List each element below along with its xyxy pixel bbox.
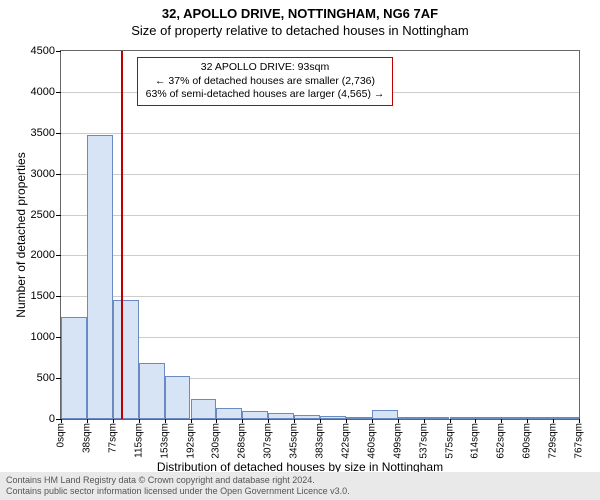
x-tick-label: 690sqm — [522, 423, 533, 459]
footer-line-1: Contains HM Land Registry data © Crown c… — [6, 475, 594, 486]
x-tick-label: 345sqm — [289, 423, 300, 459]
gridline — [61, 174, 579, 175]
footer-line-2: Contains public sector information licen… — [6, 486, 594, 497]
histogram-bar — [424, 417, 450, 419]
y-tick-label: 1500 — [31, 290, 55, 302]
histogram-bar — [553, 417, 579, 419]
y-tick-label: 1000 — [31, 331, 55, 343]
y-tick-mark — [56, 296, 61, 297]
histogram-bar — [527, 417, 553, 419]
y-tick-mark — [56, 92, 61, 93]
x-tick-mark — [424, 419, 425, 423]
y-tick-mark — [56, 215, 61, 216]
histogram-bar — [61, 317, 87, 419]
histogram-bar — [450, 417, 476, 419]
x-tick-label: 38sqm — [81, 423, 92, 453]
gridline — [61, 215, 579, 216]
histogram-bar — [242, 411, 268, 419]
gridline — [61, 337, 579, 338]
y-tick-mark — [56, 174, 61, 175]
x-tick-mark — [191, 419, 192, 423]
histogram-bar — [372, 410, 398, 419]
histogram-bar — [501, 417, 527, 419]
x-tick-mark — [450, 419, 451, 423]
x-tick-mark — [372, 419, 373, 423]
x-tick-label: 499sqm — [392, 423, 403, 459]
histogram-bar — [87, 135, 113, 419]
callout-line: 32 APOLLO DRIVE: 93sqm — [144, 61, 386, 75]
chart-title: 32, APOLLO DRIVE, NOTTINGHAM, NG6 7AF — [0, 0, 600, 21]
y-tick-label: 0 — [49, 413, 55, 425]
x-tick-mark — [61, 419, 62, 423]
histogram-bar — [398, 417, 424, 419]
x-tick-mark — [527, 419, 528, 423]
callout-line: 63% of semi-detached houses are larger (… — [144, 88, 386, 102]
chart-subtitle: Size of property relative to detached ho… — [0, 21, 600, 38]
y-tick-label: 4000 — [31, 86, 55, 98]
y-tick-label: 500 — [37, 372, 55, 384]
y-tick-mark — [56, 51, 61, 52]
x-tick-mark — [346, 419, 347, 423]
x-tick-mark — [242, 419, 243, 423]
x-tick-label: 268sqm — [237, 423, 248, 459]
reference-line — [121, 51, 123, 419]
x-tick-label: 0sqm — [56, 423, 67, 447]
x-tick-mark — [268, 419, 269, 423]
x-tick-label: 422sqm — [340, 423, 351, 459]
x-tick-mark — [216, 419, 217, 423]
x-tick-mark — [579, 419, 580, 423]
x-tick-label: 537sqm — [418, 423, 429, 459]
x-tick-label: 115sqm — [133, 423, 144, 458]
x-tick-mark — [113, 419, 114, 423]
y-tick-label: 4500 — [31, 45, 55, 57]
y-tick-label: 2000 — [31, 249, 55, 261]
x-tick-mark — [87, 419, 88, 423]
histogram-bar — [113, 300, 139, 419]
histogram-bar — [320, 416, 346, 419]
x-tick-label: 575sqm — [444, 423, 455, 459]
x-tick-label: 614sqm — [470, 423, 481, 459]
x-tick-label: 460sqm — [366, 423, 377, 459]
gridline — [61, 133, 579, 134]
x-tick-label: 729sqm — [548, 423, 559, 459]
y-axis-label: Number of detached properties — [14, 152, 28, 317]
gridline — [61, 255, 579, 256]
histogram-bar — [139, 363, 165, 419]
x-tick-mark — [294, 419, 295, 423]
x-tick-mark — [139, 419, 140, 423]
plot-area: 0500100015002000250030003500400045000sqm… — [60, 50, 580, 420]
y-tick-label: 3500 — [31, 127, 55, 139]
x-tick-mark — [398, 419, 399, 423]
gridline — [61, 296, 579, 297]
y-tick-label: 2500 — [31, 209, 55, 221]
footer: Contains HM Land Registry data © Crown c… — [0, 472, 600, 500]
x-tick-mark — [501, 419, 502, 423]
x-tick-label: 153sqm — [159, 423, 170, 459]
y-tick-mark — [56, 133, 61, 134]
x-tick-label: 77sqm — [107, 423, 118, 453]
x-tick-label: 230sqm — [211, 423, 222, 459]
x-tick-mark — [320, 419, 321, 423]
x-tick-mark — [553, 419, 554, 423]
histogram-bar — [294, 415, 320, 419]
x-tick-label: 192sqm — [185, 423, 196, 459]
x-tick-label: 307sqm — [263, 423, 274, 459]
y-tick-label: 3000 — [31, 168, 55, 180]
histogram-bar — [346, 417, 372, 419]
histogram-bar — [165, 376, 191, 419]
histogram-bar — [475, 417, 501, 419]
callout-line: ← 37% of detached houses are smaller (2,… — [144, 75, 386, 89]
histogram-bar — [191, 399, 217, 419]
y-tick-mark — [56, 255, 61, 256]
histogram-bar — [268, 413, 294, 419]
x-tick-mark — [475, 419, 476, 423]
x-tick-label: 767sqm — [574, 423, 585, 459]
callout-box: 32 APOLLO DRIVE: 93sqm← 37% of detached … — [137, 57, 393, 106]
histogram-bar — [216, 408, 242, 419]
x-tick-mark — [165, 419, 166, 423]
x-tick-label: 383sqm — [315, 423, 326, 459]
x-tick-label: 652sqm — [496, 423, 507, 459]
